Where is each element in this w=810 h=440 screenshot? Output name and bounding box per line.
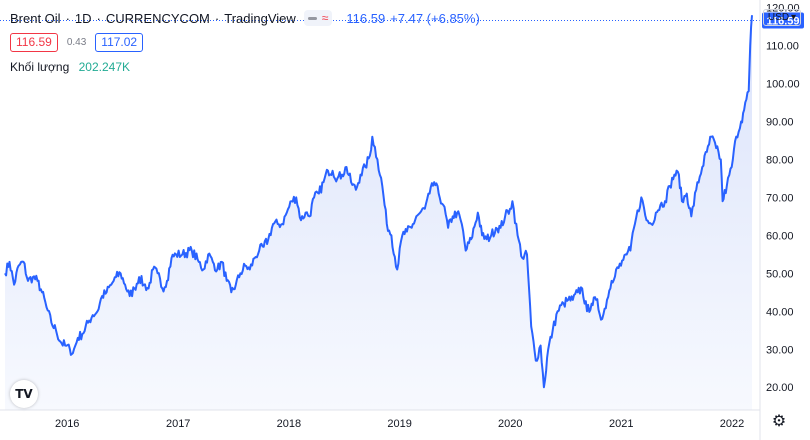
last-price-value: 116.59 xyxy=(346,10,386,26)
price-tick-label: 70.00 xyxy=(766,192,794,204)
legend-toggle[interactable]: ≈ xyxy=(303,10,333,26)
volume-label: Khối lượng xyxy=(10,60,70,74)
separator-dot: · xyxy=(65,10,70,26)
eye-icon[interactable] xyxy=(307,16,317,20)
price-tick-label: 60.00 xyxy=(766,230,794,242)
volume-value: 202.247K xyxy=(78,60,131,74)
tradingview-logo-icon[interactable]: TV xyxy=(10,380,38,408)
series-legend[interactable]: Brent Oil · 1D · CURRENCYCOM · TradingVi… xyxy=(10,9,480,27)
price-tick-label: 30.00 xyxy=(766,344,794,356)
currency-selector[interactable]: USD ▾ xyxy=(763,9,801,26)
sell-price-button[interactable]: 116.59 xyxy=(10,32,58,52)
time-tick-label: 2019 xyxy=(387,418,411,430)
last-price-tag-label: 116.59 xyxy=(766,16,799,28)
price-area-fill xyxy=(5,15,752,410)
currency-label: USD xyxy=(767,12,790,23)
source-label: TradingView xyxy=(224,10,296,26)
chevron-down-icon: ▾ xyxy=(791,12,797,23)
time-tick-label: 2020 xyxy=(498,418,522,430)
price-line xyxy=(4,15,753,389)
gear-icon[interactable]: ⚙ xyxy=(771,411,787,430)
interval-label[interactable]: 1D xyxy=(74,10,92,26)
time-tick-label: 2018 xyxy=(277,418,301,430)
price-change-value: +7.47 (+6.85%) xyxy=(390,10,480,26)
price-axis[interactable]: 20.00 30.00 40.00 50.00 60.00 70.00 80.00 90.00… xyxy=(766,3,800,395)
last-price-tag: 116.59 xyxy=(762,12,804,29)
price-tick-label: 110.00 xyxy=(766,41,799,53)
buy-price-button[interactable]: 117.02 xyxy=(95,32,144,52)
quote-panel: 116.59 0.43 117.02 xyxy=(10,32,144,52)
spread-value: 0.43 xyxy=(66,36,87,48)
exchange-label: CURRENCYCOM xyxy=(105,10,210,26)
time-tick-label: 2017 xyxy=(166,418,190,430)
time-tick-label: 2022 xyxy=(720,418,744,430)
logo-text: TV xyxy=(15,387,33,401)
separator-dot: · xyxy=(96,10,101,26)
symbol-name[interactable]: Brent Oil xyxy=(10,10,61,26)
price-tick-label: 40.00 xyxy=(766,306,794,318)
price-tick-label: 20.00 xyxy=(766,382,794,394)
time-axis[interactable]: 2016 2017 2018 2019 2020 2021 2022 xyxy=(55,418,744,430)
price-tick-label: 50.00 xyxy=(766,268,794,280)
time-tick-label: 2016 xyxy=(55,418,79,430)
wave-icon[interactable]: ≈ xyxy=(321,11,329,25)
separator-dot: · xyxy=(214,10,220,26)
price-tick-label: 100.00 xyxy=(766,79,800,91)
volume-legend[interactable]: Khối lượng 202.247K xyxy=(10,60,130,74)
price-tick-label: 80.00 xyxy=(766,154,794,166)
price-tick-label: 120.00 xyxy=(766,3,800,15)
time-tick-label: 2021 xyxy=(609,418,633,430)
price-tick-label: 90.00 xyxy=(766,117,794,129)
